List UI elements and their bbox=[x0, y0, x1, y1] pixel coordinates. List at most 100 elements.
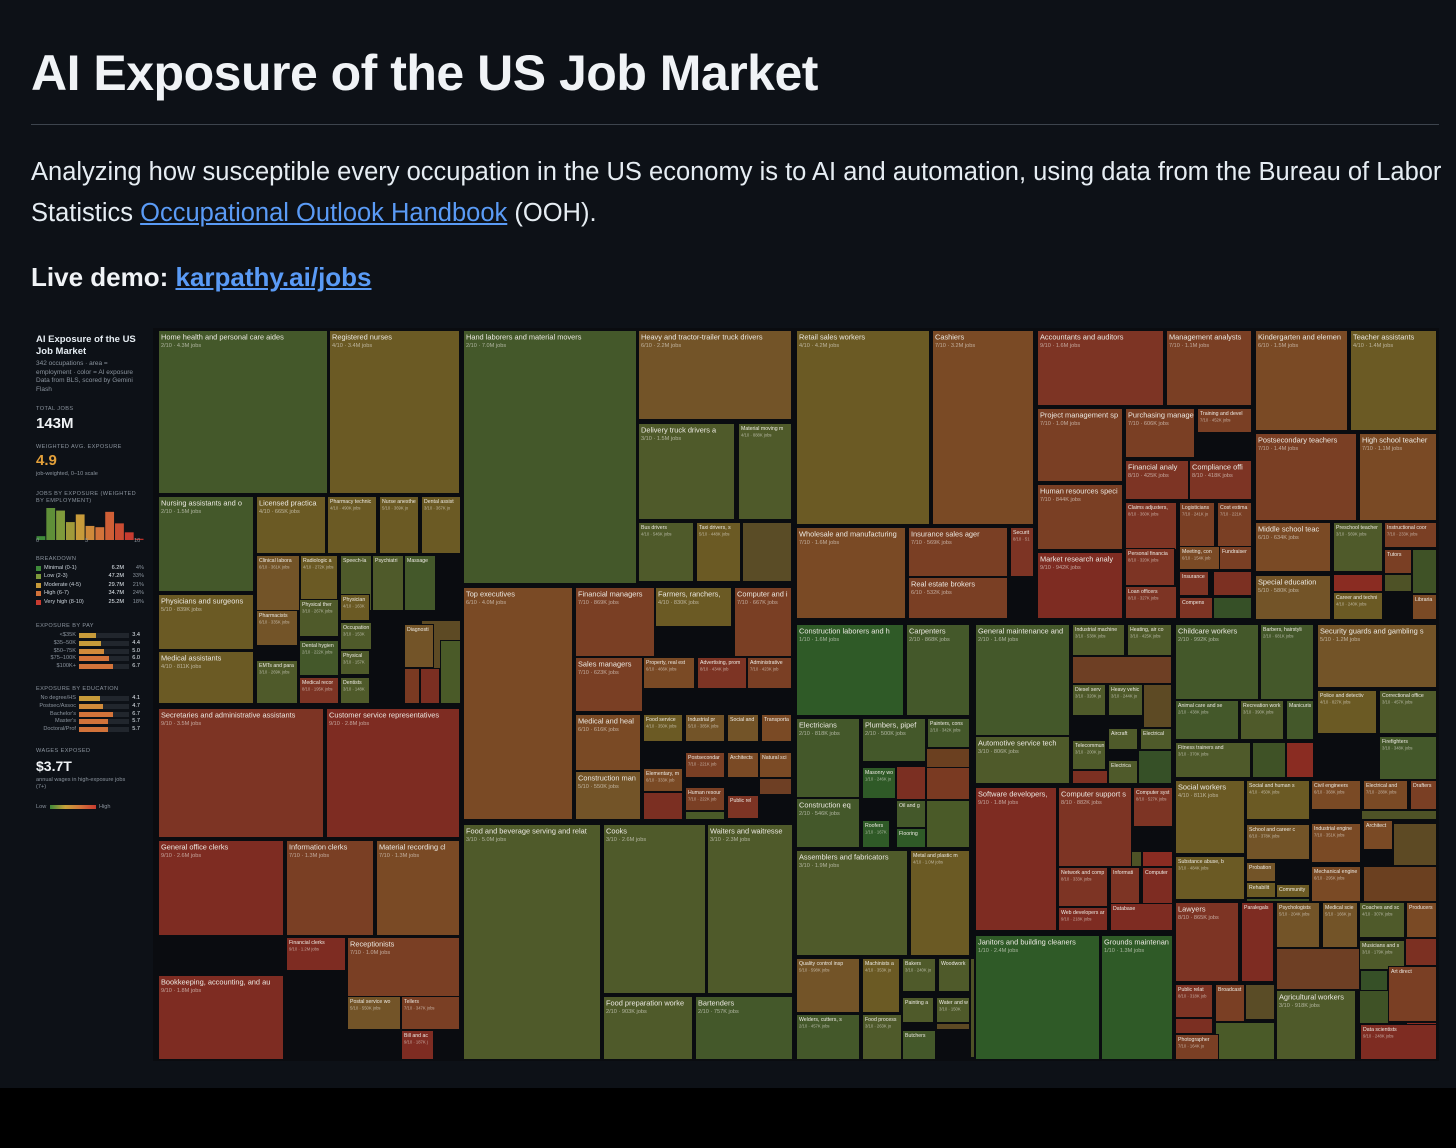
treemap-tile[interactable] bbox=[1240, 700, 1284, 740]
treemap-tile[interactable] bbox=[1286, 700, 1314, 740]
treemap-tile[interactable] bbox=[685, 714, 725, 742]
treemap-tile[interactable] bbox=[401, 1030, 434, 1060]
treemap-tile[interactable] bbox=[1125, 586, 1177, 619]
treemap-tile[interactable] bbox=[1175, 624, 1259, 700]
treemap-tile[interactable] bbox=[158, 708, 324, 838]
treemap-tile[interactable] bbox=[340, 622, 372, 650]
treemap-tile[interactable] bbox=[1125, 408, 1195, 458]
treemap-tile[interactable] bbox=[158, 594, 254, 650]
treemap-tile[interactable] bbox=[376, 840, 460, 936]
treemap-tile[interactable] bbox=[697, 657, 747, 689]
treemap-tile[interactable] bbox=[1108, 728, 1138, 750]
treemap-tile[interactable] bbox=[1410, 780, 1437, 810]
treemap-tile[interactable] bbox=[696, 522, 741, 582]
treemap-tile[interactable] bbox=[862, 820, 890, 848]
treemap-tile[interactable] bbox=[1058, 787, 1132, 867]
treemap-tile[interactable] bbox=[796, 850, 908, 956]
treemap-minor-tile[interactable] bbox=[1213, 597, 1252, 619]
treemap-tile[interactable] bbox=[862, 767, 896, 799]
treemap-tile[interactable] bbox=[575, 771, 641, 820]
treemap-tile[interactable] bbox=[727, 714, 759, 742]
treemap-minor-tile[interactable] bbox=[1363, 866, 1437, 902]
treemap-tile[interactable] bbox=[299, 599, 339, 637]
treemap-minor-tile[interactable] bbox=[1252, 742, 1286, 778]
treemap-tile[interactable] bbox=[685, 787, 725, 811]
treemap-tile[interactable] bbox=[862, 718, 926, 762]
treemap-tile[interactable] bbox=[340, 594, 370, 621]
treemap-tile[interactable] bbox=[638, 522, 694, 582]
treemap-tile[interactable] bbox=[1241, 902, 1274, 982]
treemap-tile[interactable] bbox=[1140, 728, 1172, 750]
treemap-tile[interactable] bbox=[1276, 990, 1356, 1060]
treemap-tile[interactable] bbox=[1175, 780, 1245, 854]
treemap-tile[interactable] bbox=[1363, 780, 1408, 810]
treemap-tile[interactable] bbox=[603, 824, 706, 994]
treemap-tile[interactable] bbox=[1406, 902, 1437, 938]
treemap-tile[interactable] bbox=[1384, 522, 1437, 548]
treemap-tile[interactable] bbox=[685, 752, 725, 778]
treemap-tile[interactable] bbox=[299, 677, 339, 704]
treemap-tile[interactable] bbox=[286, 840, 374, 936]
treemap-tile[interactable] bbox=[463, 587, 573, 820]
treemap-tile[interactable] bbox=[932, 330, 1034, 525]
treemap-tile[interactable] bbox=[1037, 330, 1164, 406]
treemap-tile[interactable] bbox=[1175, 700, 1239, 740]
treemap-tile[interactable] bbox=[379, 496, 419, 554]
treemap-minor-tile[interactable] bbox=[694, 522, 696, 582]
treemap-tile[interactable] bbox=[1179, 571, 1209, 596]
treemap-tile[interactable] bbox=[761, 714, 792, 742]
treemap-tile[interactable] bbox=[908, 527, 1008, 577]
treemap-tile[interactable] bbox=[1175, 902, 1239, 982]
treemap-tile[interactable] bbox=[327, 496, 377, 554]
treemap-minor-tile[interactable] bbox=[602, 994, 706, 996]
treemap-minor-tile[interactable] bbox=[1405, 938, 1437, 966]
treemap-tile[interactable] bbox=[1108, 760, 1138, 784]
treemap-minor-tile[interactable] bbox=[1286, 742, 1314, 778]
treemap-tile[interactable] bbox=[1175, 742, 1251, 778]
treemap-tile[interactable] bbox=[1317, 690, 1377, 734]
treemap-minor-tile[interactable] bbox=[404, 668, 420, 704]
ooh-link[interactable]: Occupational Outlook Handbook bbox=[140, 199, 508, 227]
treemap-tile[interactable] bbox=[1333, 592, 1383, 620]
treemap-minor-tile[interactable] bbox=[1245, 984, 1275, 1020]
treemap-tile[interactable] bbox=[286, 937, 346, 971]
treemap-tile[interactable] bbox=[747, 657, 792, 689]
treemap-tile[interactable] bbox=[975, 736, 1070, 784]
treemap-tile[interactable] bbox=[158, 330, 328, 494]
treemap-tile[interactable] bbox=[727, 795, 759, 819]
treemap-tile[interactable] bbox=[1179, 502, 1215, 550]
treemap-tile[interactable] bbox=[1072, 740, 1106, 770]
treemap-tile[interactable] bbox=[1246, 780, 1310, 820]
treemap-tile[interactable] bbox=[1322, 902, 1358, 948]
treemap-tile[interactable] bbox=[340, 650, 370, 675]
treemap-tile[interactable] bbox=[1246, 824, 1310, 860]
treemap-tile[interactable] bbox=[1311, 780, 1361, 810]
treemap-tile[interactable] bbox=[975, 624, 1070, 736]
treemap-minor-tile[interactable] bbox=[759, 778, 792, 795]
treemap-minor-tile[interactable] bbox=[1333, 574, 1383, 592]
treemap-tile[interactable] bbox=[1037, 408, 1123, 482]
treemap-tile[interactable] bbox=[707, 824, 793, 994]
treemap-minor-tile[interactable] bbox=[1384, 574, 1412, 592]
treemap-tile[interactable] bbox=[1219, 546, 1252, 570]
treemap-tile[interactable] bbox=[1379, 736, 1437, 780]
treemap-tile[interactable] bbox=[1166, 330, 1252, 406]
treemap-tile[interactable] bbox=[1359, 940, 1405, 970]
treemap-tile[interactable] bbox=[1142, 867, 1173, 907]
treemap-tile[interactable] bbox=[1246, 882, 1276, 898]
treemap-tile[interactable] bbox=[1255, 433, 1357, 521]
treemap-tile[interactable] bbox=[1127, 624, 1172, 656]
treemap-tile[interactable] bbox=[638, 330, 792, 420]
treemap-minor-tile[interactable] bbox=[896, 766, 926, 800]
treemap-tile[interactable] bbox=[738, 423, 792, 520]
treemap-tile[interactable] bbox=[1311, 823, 1361, 863]
treemap-tile[interactable] bbox=[1197, 408, 1252, 433]
treemap-minor-tile[interactable] bbox=[685, 811, 725, 820]
treemap-tile[interactable] bbox=[256, 610, 298, 646]
treemap-tile[interactable] bbox=[575, 714, 641, 771]
treemap-minor-tile[interactable] bbox=[1276, 948, 1360, 990]
treemap-minor-tile[interactable] bbox=[643, 792, 683, 820]
treemap-tile[interactable] bbox=[1215, 984, 1245, 1022]
treemap-tile[interactable] bbox=[1276, 902, 1320, 948]
treemap-tile[interactable] bbox=[256, 555, 300, 611]
